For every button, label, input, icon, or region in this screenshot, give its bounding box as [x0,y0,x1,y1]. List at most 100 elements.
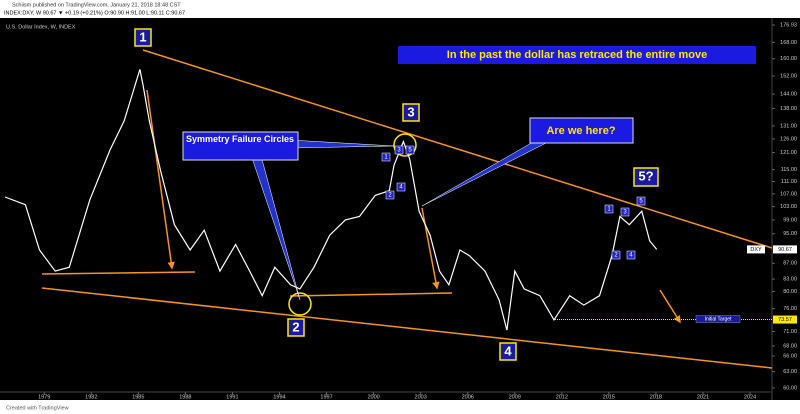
small-wave-box [381,152,391,162]
wave-text: 5? [638,168,653,183]
small-wave-text: 2 [614,253,618,259]
y-tick-label: 103.00 [780,204,797,210]
x-tick-label: 2015 [603,394,615,400]
small-wave-box [620,207,630,217]
x-tick-label: 2000 [367,394,379,400]
trendline [289,292,453,297]
wave-box [499,342,517,361]
small-wave-text: 3 [623,210,627,216]
wave-label: 1 [134,28,152,47]
small-wave-text: 5 [639,199,643,205]
small-wave: 1 [604,204,614,214]
y-tick-label: 160.00 [780,56,797,62]
wave-label: 4 [499,342,517,361]
price-line [4,69,658,331]
wave-label: 2 [287,318,305,337]
wave-label: 5? [633,167,659,187]
x-tick-label: 1985 [132,394,144,400]
y-tick-label: 152.00 [780,73,797,79]
small-wave-box [385,190,395,200]
y-tick-label: 68.00 [783,343,797,349]
small-wave: 5 [636,196,646,206]
annotations: Symmetry Failure Circles Are we here? In… [134,28,756,361]
small-wave-text: 3 [397,148,401,154]
symbol-label: DXY [750,247,762,253]
x-tick-label: 1979 [38,394,50,400]
small-wave-box [405,145,415,155]
x-tick-label: 2024 [744,394,756,400]
x-tick-label: 1991 [226,394,238,400]
small-wave-box [604,204,614,214]
small-wave-box [636,196,646,206]
small-wave-text: 5 [408,148,412,154]
wave-label: 3 [402,103,420,122]
plot-background [0,18,800,400]
quote: INDEX:DXY, W 90.67 ▼ +0.19 (+0.21%) O:90… [4,10,185,16]
callout [529,117,634,144]
wave-text: 4 [504,343,512,358]
y-tick-label: 144.00 [780,92,797,98]
y-tick-label: 95.00 [783,231,797,237]
trendlines [41,49,773,369]
arrow [659,289,681,324]
small-wave-text: 4 [399,185,403,191]
chart-title: U.S. Dollar Index, W, INDEX [6,24,76,30]
x-tick-label: 2018 [650,394,662,400]
x-tick-label: 2012 [556,394,568,400]
small-wave: 4 [396,182,406,192]
y-tick-label: 71.00 [783,329,797,335]
small-wave-text: 4 [629,253,633,259]
wave-text: 3 [407,104,414,119]
small-wave-box [611,250,621,260]
small-wave-text: 2 [388,193,392,199]
x-tick-label: 1994 [273,394,285,400]
small-wave: 5 [405,145,415,155]
small-wave: 2 [611,250,621,260]
arrow [421,207,440,290]
small-wave: 1 [381,152,391,162]
small-wave: 3 [620,207,630,217]
small-wave-box [396,182,406,192]
y-tick-label: 176.93 [780,22,797,28]
circle [288,292,312,316]
y-tick-label: 107.00 [780,191,797,197]
wave-box [134,28,152,47]
last-value: 90.67 [778,247,792,253]
banner [398,46,756,64]
arrow [146,89,175,270]
y-tick-label: 76.00 [783,306,797,312]
y-tick-label: 138.00 [780,106,797,112]
x-tick-label: 2021 [697,394,709,400]
trendline [41,271,196,275]
x-tick-label: 2006 [462,394,474,400]
y-tick-label: 115.00 [781,167,797,173]
x-tick-label: 2009 [509,394,521,400]
callout [182,131,299,161]
small-wave-text: 1 [384,155,388,161]
banner-text: In the past the dollar has retraced the … [447,49,707,61]
target-value: 73.57 [778,317,792,323]
y-tick-label: 121.00 [780,150,797,156]
symbol-tag [747,245,765,254]
y-tick-label: 66.00 [783,353,797,359]
trendline [41,287,773,369]
small-wave: 3 [394,145,404,155]
small-wave: 4 [626,250,636,260]
footer: Created with TradingView [6,405,69,411]
x-tick-label: 2003 [415,394,427,400]
target-label: Initial Target [705,316,732,322]
target-box [695,315,741,323]
y-tick-label: 99.00 [783,217,797,223]
small-wave-text: 1 [607,207,611,213]
y-tick-label: 126.00 [780,136,797,142]
small-wave-box [626,250,636,260]
y-tick-label: 63.00 [783,369,797,375]
callout-text: Are we here? [546,125,615,137]
callout-text: Symmetry Failure Circles [186,134,295,144]
x-tick-label: 1982 [85,394,97,400]
small-wave-box [394,145,404,155]
x-tick-label: 1997 [320,394,332,400]
wave-text: 2 [292,319,299,334]
